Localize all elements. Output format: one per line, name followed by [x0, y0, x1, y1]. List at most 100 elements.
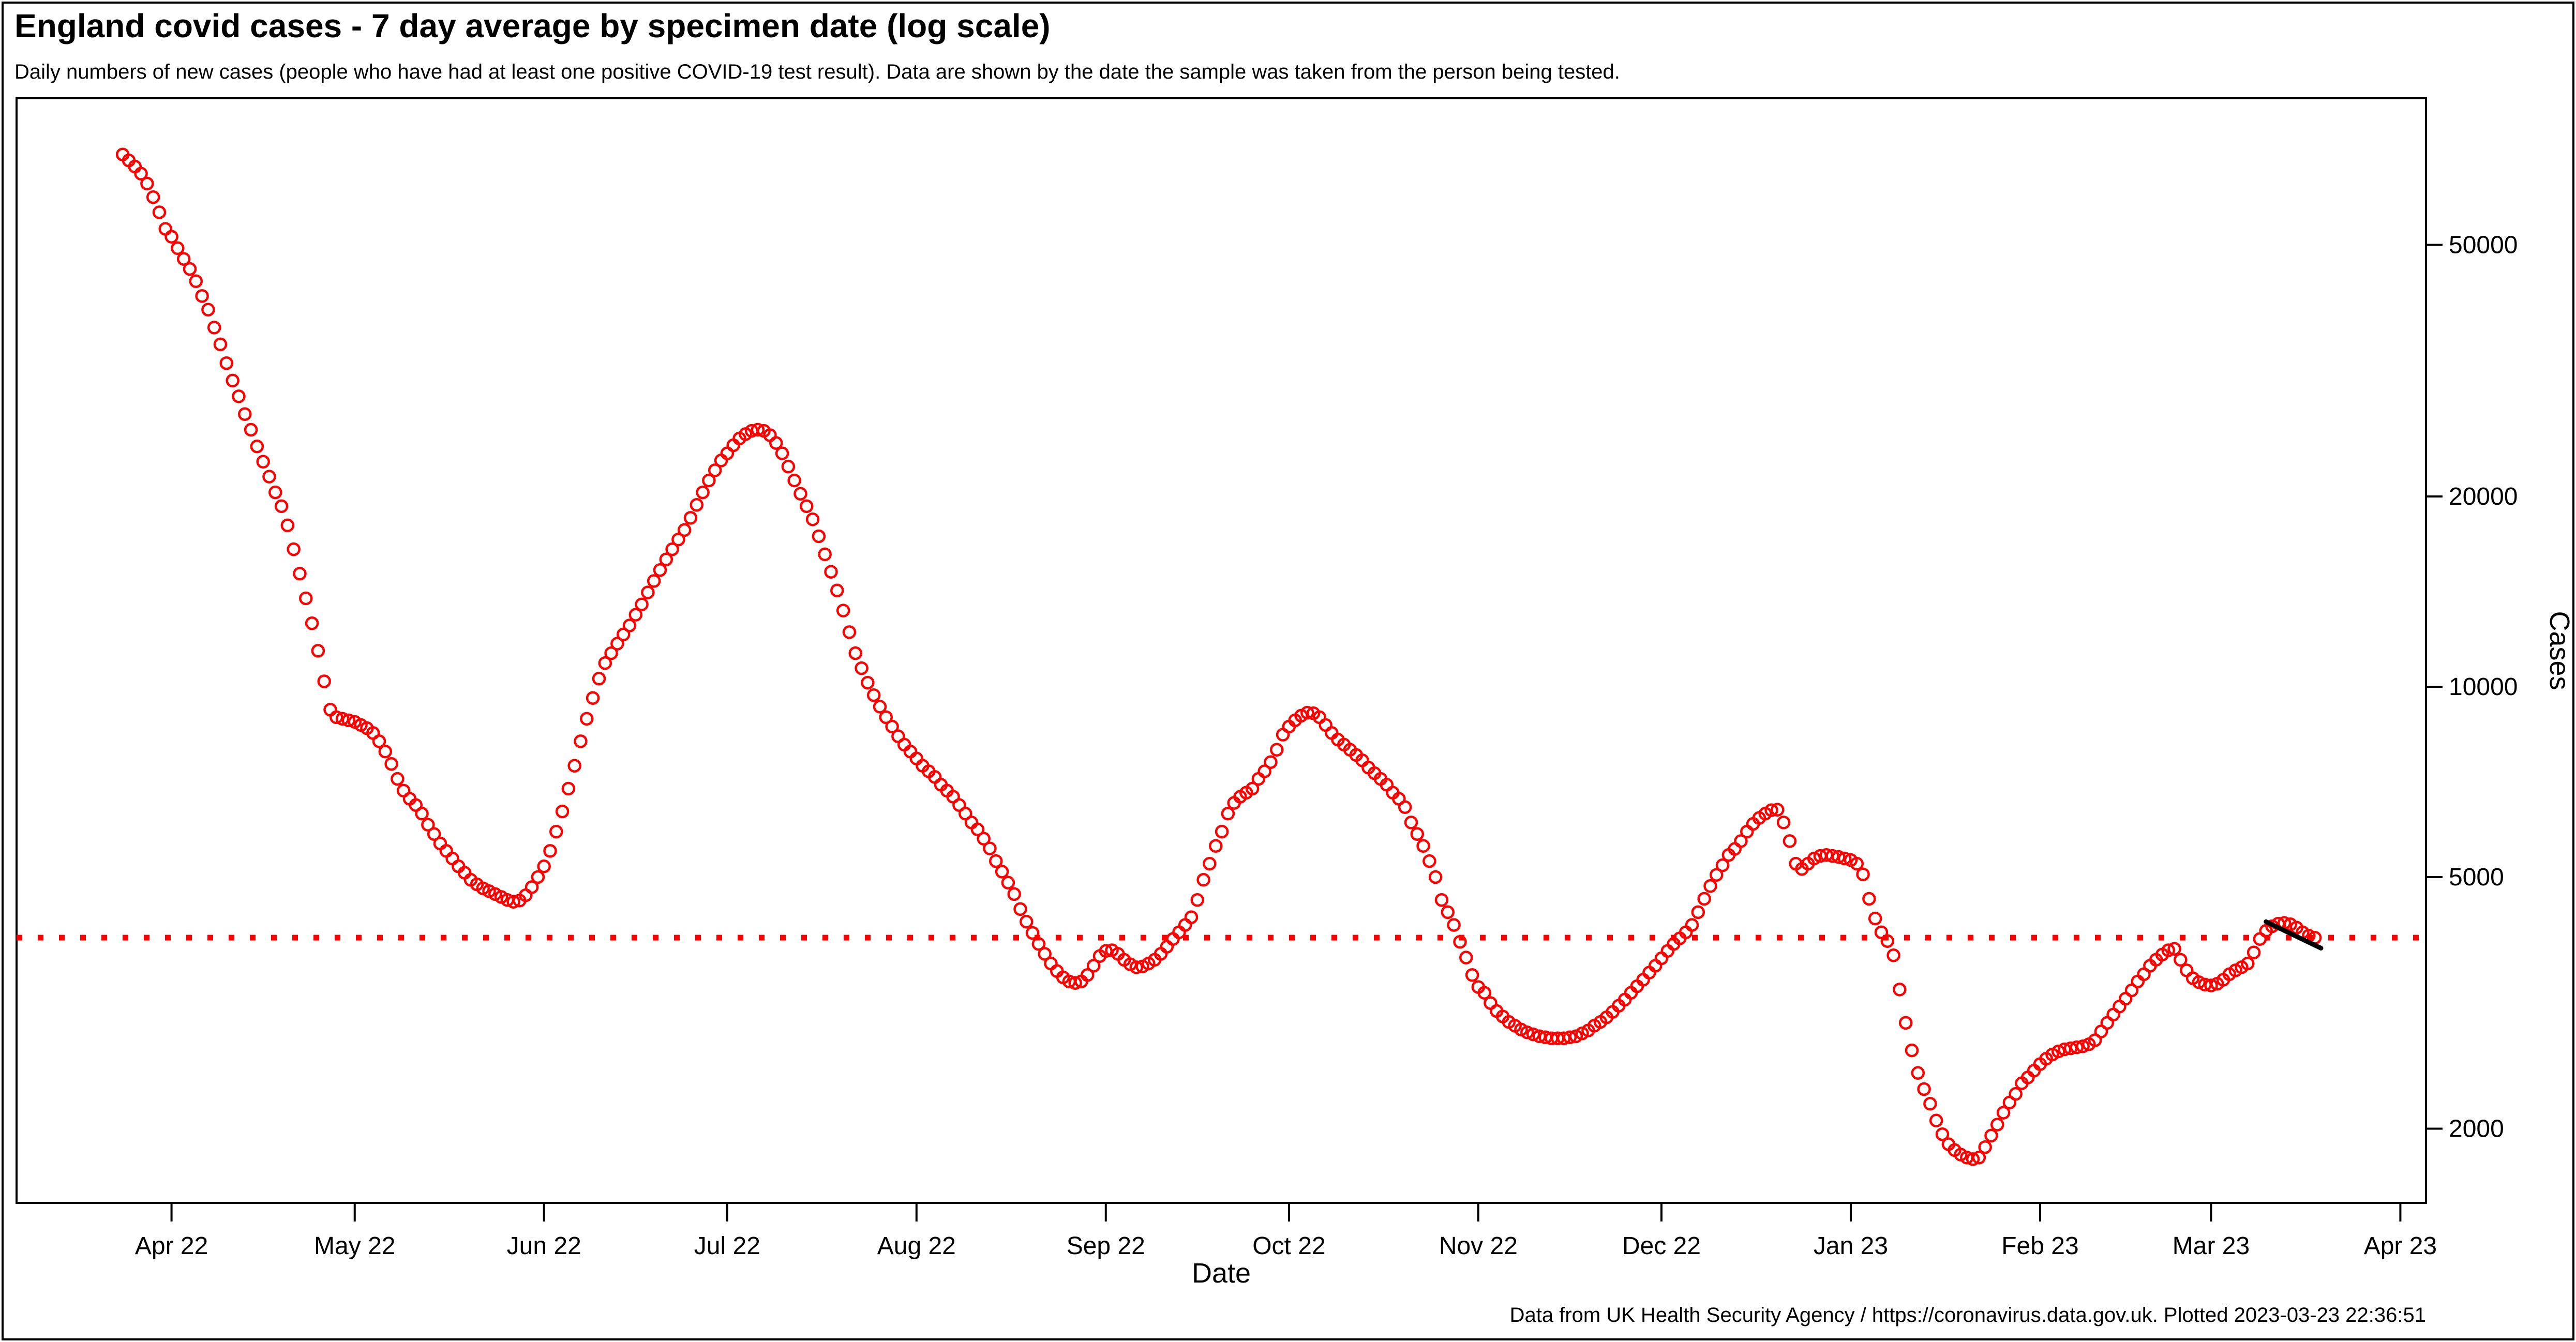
data-point	[256, 455, 270, 469]
plot-box	[16, 97, 2427, 1204]
data-point	[1783, 834, 1797, 848]
data-point	[2051, 1044, 2065, 1059]
data-point	[1972, 1151, 1986, 1165]
data-point	[1007, 887, 1021, 901]
data-point	[335, 712, 350, 726]
data-point	[1856, 867, 1870, 881]
data-point	[1086, 959, 1101, 973]
data-point	[848, 646, 863, 660]
data-point	[1453, 934, 1467, 949]
data-point	[702, 473, 716, 488]
data-point	[372, 734, 386, 748]
data-point	[1996, 1106, 2011, 1120]
data-point	[195, 289, 209, 303]
data-point	[537, 859, 551, 873]
data-point	[1031, 937, 1046, 951]
data-point	[268, 485, 282, 500]
data-point	[775, 446, 789, 460]
y-axis: 50000 20000 10000 5000 2000	[2426, 232, 2518, 1142]
data-point	[1129, 960, 1144, 974]
data-point	[1300, 705, 1314, 720]
x-tick-label: Sep 22	[1067, 1232, 1145, 1260]
data-point	[635, 597, 649, 611]
data-point	[2161, 943, 2176, 957]
data-point	[207, 321, 221, 335]
data-point	[317, 674, 331, 688]
data-point	[2124, 983, 2139, 998]
data-point	[1099, 944, 1113, 958]
data-point	[567, 759, 581, 773]
y-tick-label: 5000	[2449, 864, 2504, 891]
data-point	[836, 604, 850, 617]
data-point	[1715, 858, 1730, 872]
x-tick-label: Feb 23	[2001, 1232, 2078, 1260]
x-tick-label: Mar 23	[2173, 1232, 2250, 1260]
data-point	[213, 337, 228, 352]
data-point	[1923, 1097, 1937, 1111]
data-point	[201, 303, 215, 316]
data-point	[1520, 1026, 1534, 1039]
x-axis: Apr 22 May 22 Jun 22 Jul 22 Aug 22 Sep 22 Oct …	[135, 1203, 2437, 1260]
data-point	[1038, 947, 1052, 961]
data-point	[665, 542, 679, 556]
data-point	[598, 656, 612, 670]
data-point	[592, 672, 606, 686]
data-point	[305, 616, 319, 630]
data-point	[1196, 873, 1210, 887]
data-point	[586, 691, 600, 705]
data-point	[1886, 948, 1900, 962]
data-point	[549, 824, 563, 839]
data-point	[293, 566, 307, 581]
data-point	[299, 591, 313, 606]
data-point	[238, 407, 252, 421]
data-point	[427, 827, 441, 841]
data-point	[561, 781, 576, 796]
data-point	[1428, 870, 1443, 884]
x-tick-label: May 22	[314, 1232, 395, 1260]
data-point	[970, 822, 985, 836]
data-point	[146, 190, 160, 204]
data-point	[1898, 1016, 1913, 1030]
data-point	[1410, 827, 1425, 841]
x-tick-label: Apr 23	[2364, 1232, 2437, 1260]
data-point	[1837, 851, 1852, 866]
x-tick-label: Nov 22	[1439, 1232, 1518, 1260]
data-point	[2174, 953, 2188, 967]
data-point	[1862, 892, 1876, 906]
data-point	[885, 719, 899, 734]
data-point	[958, 807, 972, 821]
trend-line	[2264, 919, 2324, 951]
data-point	[1776, 816, 1791, 830]
data-point	[787, 473, 801, 488]
data-point	[574, 734, 588, 748]
x-tick-label: Jan 23	[1814, 1232, 1888, 1260]
data-point	[1978, 1140, 1992, 1154]
data-point	[1447, 918, 1461, 932]
data-point	[873, 700, 887, 714]
data-point	[152, 205, 167, 219]
data-point	[1966, 1152, 1980, 1166]
data-point	[1850, 856, 1864, 871]
y-axis-title: Cases	[2544, 611, 2575, 690]
data-point	[525, 880, 539, 894]
data-point	[189, 274, 203, 289]
data-point	[1221, 807, 1235, 821]
data-point	[1764, 803, 1778, 817]
x-tick-label: Apr 22	[135, 1232, 208, 1260]
data-point	[805, 512, 820, 526]
data-point	[262, 470, 276, 484]
x-tick-label: Jul 22	[694, 1232, 760, 1260]
data-points	[115, 147, 2322, 1166]
data-point	[1893, 983, 1907, 997]
data-point	[842, 625, 857, 639]
data-point	[1203, 856, 1217, 871]
data-point	[989, 854, 1003, 868]
data-point	[1832, 850, 1846, 864]
data-point	[1215, 824, 1229, 839]
data-point	[164, 230, 178, 244]
data-point	[1245, 781, 1260, 796]
data-point	[793, 487, 807, 501]
data-point	[287, 542, 301, 556]
data-point	[134, 167, 148, 181]
